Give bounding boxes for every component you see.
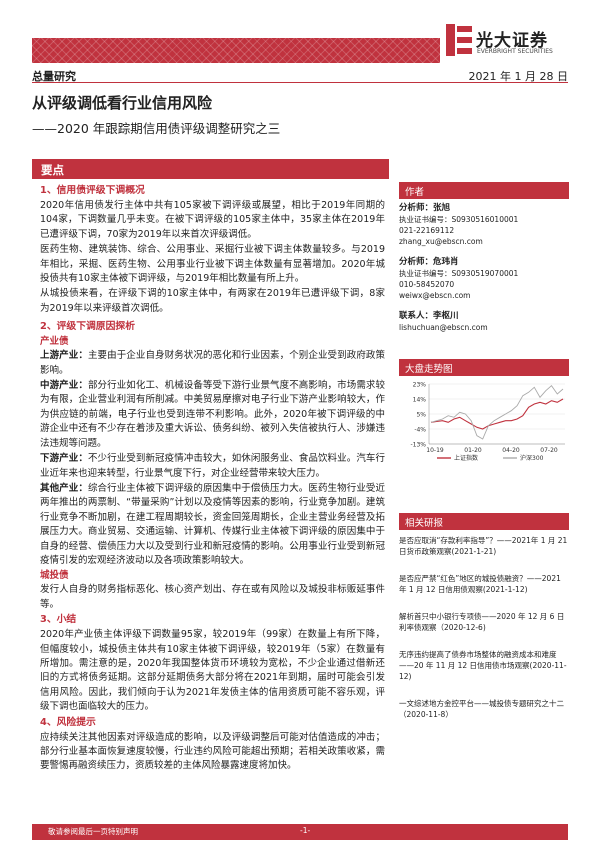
paragraph: 上游产业：主要由于企业自身财务状况的恶化和行业因素，个别企业受到政府政策影响。	[40, 349, 385, 378]
chart-legend-label: 沪深300	[520, 454, 544, 462]
paragraph: 从城投债来看，在评级下调的10家主体中，有两家在2019年已遭评级下调，8家为2…	[40, 288, 385, 314]
company-logo: 光大证券 EVERBRIGHT SECURITIES	[446, 20, 566, 64]
chart-series-line	[430, 385, 564, 440]
logo-text-cn: 光大证券	[476, 31, 548, 51]
related-report-link[interactable]: 是否应严禁“红色”地区的城投债融资？——2021 年 1 月 12 日信用债观察…	[399, 574, 561, 594]
chart-legend-label: 上证指数	[454, 454, 478, 462]
chart-x-tick-label: 07-20	[540, 447, 558, 454]
key-points-header: 要点	[32, 159, 389, 179]
chart-y-tick-label: 23%	[413, 382, 427, 389]
author-panel: 作者 分析师：张旭 执业证书编号：S0930516010001 021-2216…	[399, 182, 569, 333]
chart-y-tick-label: -13%	[410, 442, 426, 449]
subsection-heading: 产业债	[40, 336, 69, 348]
report-subtitle: ——2020 年跟踪期信用债评级调整研究之三	[32, 121, 281, 136]
key-points-label: 要点	[41, 163, 64, 177]
header-pattern-bar	[32, 38, 440, 63]
section-heading: 4、风险提示	[40, 716, 96, 728]
analyst-cert: 执业证书编号：S0930519070001	[399, 269, 519, 278]
paragraph: 医药生物、建筑装饰、综合、公用事业、采掘行业被下调主体数量较多。与2019年相比…	[40, 244, 385, 285]
paragraph-label: 其他产业：	[40, 482, 88, 494]
paragraph: 中游产业：部分行业如化工、机械设备等受下游行业景气度不高影响，市场需求较为有限，…	[40, 379, 385, 451]
chart-y-tick-label: 14%	[413, 397, 427, 404]
paragraph-label: 下游产业：	[40, 453, 88, 465]
logo-mark-icon	[446, 24, 472, 56]
paragraph: 2020年信用债发行主体中共有105家被下调评级或展望，相比于2019年同期的1…	[40, 200, 385, 240]
chart-x-tick-label: 01-20	[464, 447, 482, 454]
logo-text-en: EVERBRIGHT SECURITIES	[477, 48, 553, 55]
section-heading: 2、评级下调原因探析	[40, 321, 135, 333]
market-chart-panel: 大盘走势图	[399, 359, 569, 376]
paragraph-text: 部分行业如化工、机械设备等受下游行业景气度不高影响，市场需求较为有限，企业营业利…	[40, 380, 385, 449]
related-report-link[interactable]: 解析首只中小银行专项债——2020 年 12 月 6 日利率债观察（2020-1…	[399, 612, 565, 632]
analyst-email[interactable]: weiwx@ebscn.com	[399, 291, 471, 300]
analyst-phone: 021-22169112	[399, 226, 455, 235]
paragraph-label: 上游产业：	[40, 350, 88, 362]
paragraph: 下游产业：不少行业受到新冠疫情冲击较大，如休闲服务业、食品饮料业。汽车行业近年来…	[40, 452, 385, 481]
chart-series-line	[430, 398, 564, 430]
paragraph-label: 中游产业：	[40, 380, 88, 392]
page-number: -1-	[300, 826, 311, 835]
chart-x-tick-label: 10-19	[426, 447, 444, 454]
analyst-name: 分析师：张旭	[399, 203, 451, 213]
chart-svg: 23% 14% 5% -4% -13%10-19 01-20 04-20 07-20 上证指数 沪…	[410, 382, 565, 462]
author-header: 作者	[399, 182, 569, 199]
chart-x-tick-label: 04-20	[502, 447, 520, 454]
paragraph-text: 不少行业受到新冠疫情冲击较大，如休闲服务业、食品饮料业。汽车行业近年来也迎来转型…	[40, 453, 385, 479]
report-date: 2021 年 1 月 28 日	[468, 70, 568, 83]
chart-header: 大盘走势图	[399, 359, 569, 376]
related-report-link[interactable]: 是否应取消“存款利率指导”？——2021年 1 月 21 日货币政策观察(202…	[399, 536, 568, 556]
main-content: 1、信用债评级下调概况 2020年信用债发行主体中共有105家被下调评级或展望，…	[40, 184, 385, 775]
related-report-link[interactable]: 一文综述地方金控平台——城投债专题研究之十二（2020-11-8）	[399, 699, 564, 719]
analyst-email[interactable]: zhang_xu@ebscn.com	[399, 237, 483, 246]
related-report-link[interactable]: 无序违约提高了债券市场整体的融资成本和难度——20 年 11 月 12 日信用债…	[399, 650, 567, 681]
contact-name: 联系人：李枢川	[399, 311, 459, 321]
section-heading: 1、信用债评级下调概况	[40, 185, 145, 196]
chart-y-tick-label: -4%	[414, 427, 426, 434]
header-divider	[32, 82, 568, 83]
related-header: 相关研报	[399, 513, 569, 530]
analyst-phone: 010-58452070	[399, 280, 455, 289]
subsection-heading: 城投债	[40, 570, 69, 582]
paragraph-text: 综合行业主体被下调评级的原因集中于偿债压力大。医药生物行业受近两年推出的两票制、…	[40, 482, 385, 566]
section-heading: 3、小结	[40, 614, 77, 626]
paragraph: 2020年产业债主体评级下调数量95家，较2019年（99家）在数量上有所下降，…	[40, 629, 385, 713]
analyst-name: 分析师：危玮肖	[399, 257, 459, 267]
paragraph-text: 主要由于企业自身财务状况的恶化和行业因素，个别企业受到政府政策影响。	[40, 350, 385, 376]
paragraph: 发行人自身的财务指标恶化、核心资产划出、存在或有风险以及城投非标贩延事件等。	[40, 584, 385, 610]
market-trend-chart: 23% 14% 5% -4% -13% 10-19 01-20 04-20 07-20 上证指数 沪…	[399, 378, 569, 466]
contact-email[interactable]: lishuchuan@ebscn.com	[399, 323, 488, 332]
chart-y-tick-label: 5%	[416, 412, 426, 419]
analyst-cert: 执业证书编号：S0930516010001	[399, 215, 519, 224]
analyst-block: 分析师：张旭 执业证书编号：S0930516010001 021-2216911…	[399, 202, 569, 333]
report-type: 总量研究	[32, 70, 76, 83]
footer-bar	[32, 824, 568, 840]
related-reports-list: 是否应取消“存款利率指导”？——2021年 1 月 21 日货币政策观察(202…	[399, 535, 569, 736]
footer-disclaimer[interactable]: 敬请参阅最后一页特别声明	[48, 827, 138, 836]
paragraph: 其他产业：综合行业主体被下调评级的原因集中于偿债压力大。医药生物行业受近两年推出…	[40, 482, 385, 568]
related-reports-header-wrap: 相关研报	[399, 513, 569, 530]
report-title: 从评级调低看行业信用风险	[32, 94, 213, 112]
paragraph: 应持续关注其他因素对评级造成的影响，以及评级调整后可能对估值造成的冲击；部分行业…	[40, 731, 385, 772]
